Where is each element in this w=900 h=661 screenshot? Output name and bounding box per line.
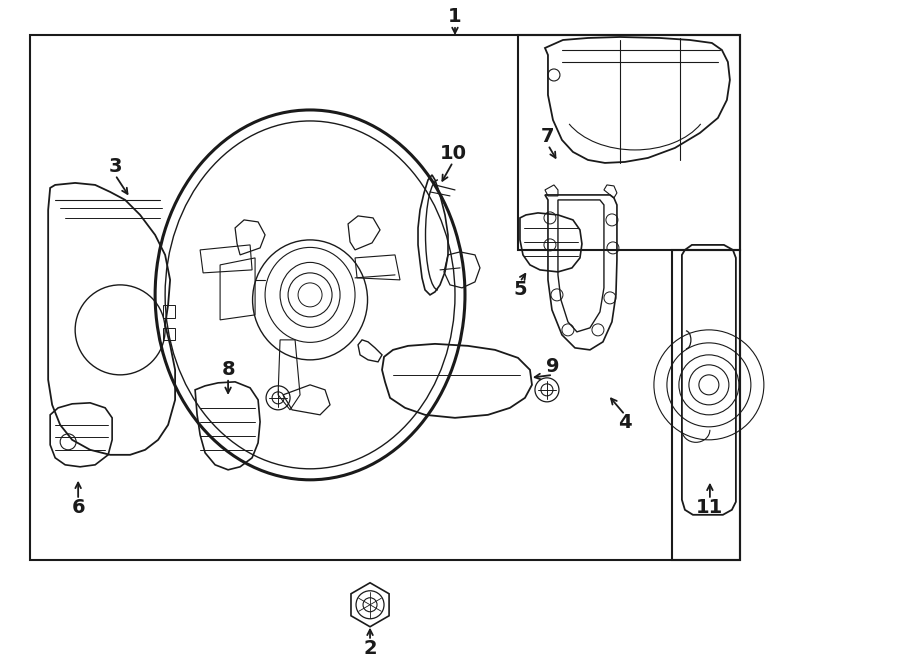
Text: 10: 10 [439,145,466,163]
Text: 8: 8 [221,360,235,379]
Text: 2: 2 [364,639,377,658]
Text: 3: 3 [108,157,122,176]
Text: 9: 9 [546,358,560,376]
Text: 4: 4 [618,413,632,432]
Text: 11: 11 [697,498,724,518]
Text: 1: 1 [448,7,462,26]
Text: 7: 7 [541,128,554,147]
Text: 6: 6 [71,498,85,518]
Text: 5: 5 [513,280,526,299]
